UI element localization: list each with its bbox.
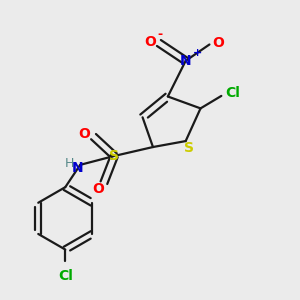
Text: N: N: [180, 54, 191, 68]
Text: +: +: [193, 48, 202, 59]
Text: O: O: [79, 127, 91, 141]
Text: N: N: [71, 161, 83, 175]
Text: O: O: [212, 36, 224, 50]
Text: O: O: [93, 182, 104, 196]
Text: Cl: Cl: [58, 269, 73, 283]
Text: S: S: [184, 141, 194, 154]
Text: -: -: [158, 28, 163, 40]
Text: S: S: [109, 149, 119, 163]
Text: O: O: [144, 34, 156, 49]
Text: H: H: [65, 157, 74, 170]
Text: Cl: Cl: [225, 85, 240, 100]
